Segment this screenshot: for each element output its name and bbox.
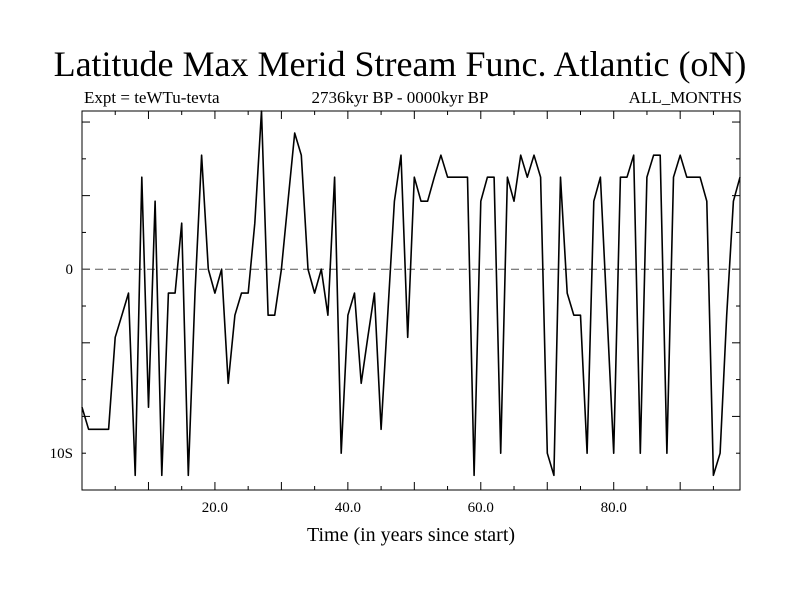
x-axis: 20.0 40.0 60.0 80.0 bbox=[114, 111, 714, 516]
period-label: 2736kyr BP - 0000kyr BP bbox=[311, 88, 489, 107]
months-label: ALL_MONTHS bbox=[628, 88, 742, 107]
x-tick-label: 60.0 bbox=[468, 500, 494, 516]
y-tick-label: 0 bbox=[66, 262, 74, 278]
x-tick-label: 40.0 bbox=[335, 500, 361, 516]
x-tick-label: 20.0 bbox=[202, 500, 228, 516]
y-tick-label: 10S bbox=[50, 446, 73, 462]
plot-frame bbox=[81, 110, 741, 491]
x-tick-label: 80.0 bbox=[601, 500, 627, 516]
x-axis-label: Time (in years since start) bbox=[307, 524, 515, 546]
experiment-label: Expt = teWTu-tevta bbox=[84, 88, 220, 107]
y-axis: 0 10S bbox=[50, 121, 740, 462]
series-line bbox=[81, 110, 741, 477]
chart-title: Latitude Max Merid Stream Func. Atlantic… bbox=[53, 44, 747, 84]
